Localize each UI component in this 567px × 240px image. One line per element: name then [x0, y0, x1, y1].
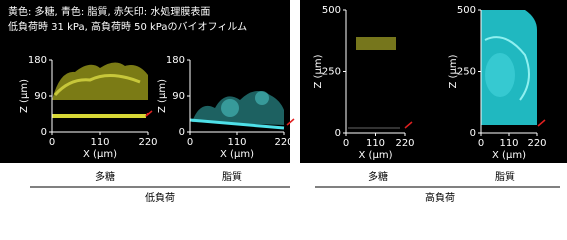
- x-axis-label: X (μm): [220, 149, 254, 160]
- y-tick-label: 250: [457, 67, 476, 78]
- y-axis-label: Z (μm): [313, 54, 324, 88]
- lipid-image-high: [481, 10, 537, 125]
- y-axis-label: Z (μm): [19, 79, 30, 113]
- column-label: 脂質: [495, 170, 515, 183]
- x-tick-label: 220: [395, 138, 414, 149]
- column-label: 多糖: [95, 170, 115, 183]
- group-label: 高負荷: [425, 191, 455, 204]
- y-tick-label: 0: [335, 128, 341, 139]
- x-tick-label: 220: [527, 138, 546, 149]
- x-tick-label: 220: [138, 137, 157, 148]
- y-axis-label: Z (μm): [157, 79, 168, 113]
- x-tick-label: 0: [343, 138, 349, 149]
- y-tick-label: 180: [28, 55, 47, 66]
- x-tick-label: 110: [366, 138, 385, 149]
- x-tick-label: 110: [499, 138, 518, 149]
- y-axis-label: Z (μm): [448, 54, 459, 88]
- x-tick-label: 0: [49, 137, 55, 148]
- y-tick-label: 250: [322, 67, 341, 78]
- figure: 黄色: 多糖, 青色: 脂質, 赤矢印: 水処理膜表面 低負荷時 31 kPa,…: [0, 0, 567, 204]
- x-tick-label: 0: [478, 138, 484, 149]
- x-tick-label: 110: [227, 137, 246, 148]
- x-tick-label: 220: [274, 137, 293, 148]
- polysaccharide-image-high: [348, 37, 400, 129]
- polysaccharide-image-low: [52, 62, 148, 118]
- y-tick-label: 180: [166, 55, 185, 66]
- column-label: 多糖: [368, 170, 388, 183]
- y-tick-label: 0: [179, 127, 185, 138]
- y-tick-label: 90: [34, 91, 47, 102]
- y-tick-label: 500: [457, 5, 476, 16]
- caption-line: 黄色: 多糖, 青色: 脂質, 赤矢印: 水処理膜表面: [8, 5, 210, 18]
- membrane-arrows: [145, 110, 546, 129]
- x-axis-label: X (μm): [359, 150, 393, 161]
- y-tick-label: 500: [322, 5, 341, 16]
- x-tick-label: 0: [187, 137, 193, 148]
- x-axis-label: X (μm): [492, 150, 526, 161]
- group-label: 低負荷: [145, 191, 175, 204]
- lipid-image-low: [189, 91, 285, 130]
- y-tick-label: 0: [41, 127, 47, 138]
- x-tick-label: 110: [90, 137, 109, 148]
- column-label: 脂質: [222, 170, 242, 183]
- y-tick-label: 90: [172, 91, 185, 102]
- y-tick-label: 0: [470, 128, 476, 139]
- caption-line: 低負荷時 31 kPa, 高負荷時 50 kPaのバイオフィルム: [8, 20, 247, 33]
- x-axis-label: X (μm): [83, 149, 117, 160]
